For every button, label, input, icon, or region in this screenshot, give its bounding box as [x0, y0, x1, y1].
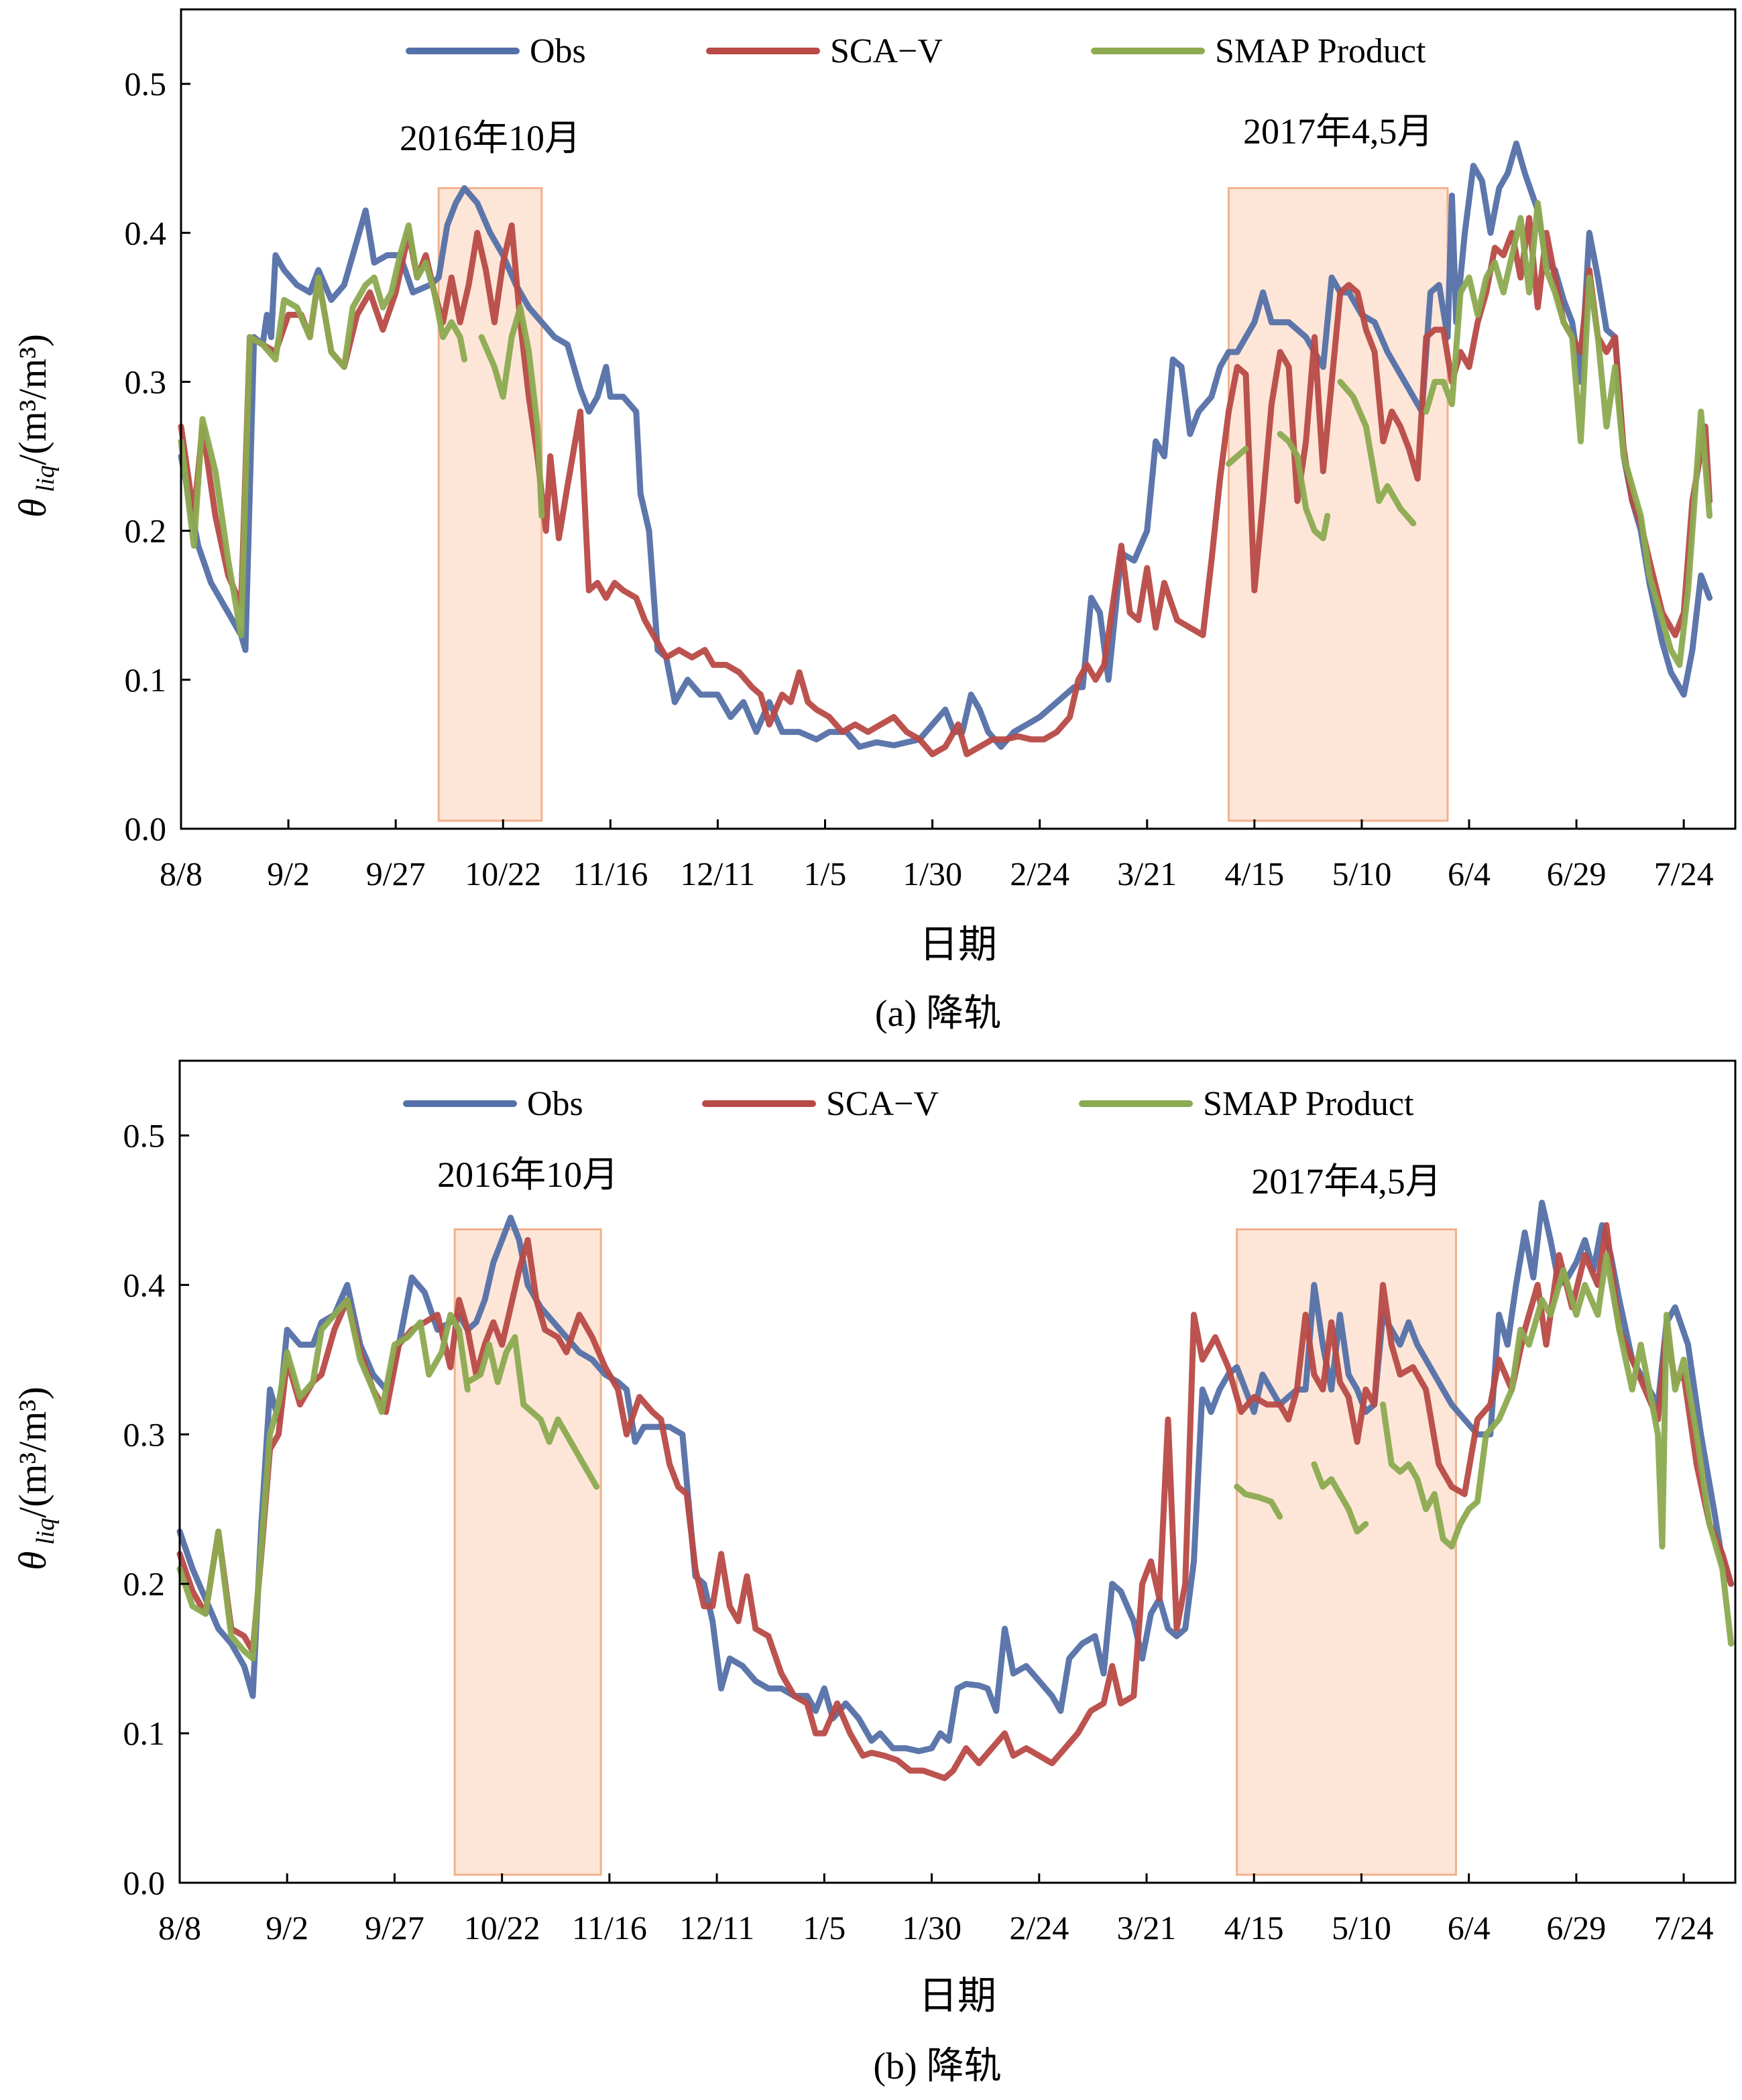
annotation-label: 2016年10月 — [400, 118, 581, 158]
series-line-smap — [478, 304, 545, 519]
annotation-label: 2016年10月 — [437, 1155, 618, 1195]
y-tick-label: 0.0 — [125, 810, 167, 848]
panel-caption: (a) 降轨 — [875, 993, 1001, 1035]
x-tick-label: 9/27 — [365, 1909, 424, 1946]
x-tick-label: 2/24 — [1010, 855, 1069, 892]
x-tick-label: 10/22 — [464, 1909, 540, 1946]
y-tick-label: 0.1 — [123, 1714, 166, 1752]
series-line-smap — [1423, 200, 1713, 668]
x-tick-label: 3/21 — [1117, 1909, 1177, 1946]
y-axis-title-symbol: θ — [11, 1552, 54, 1571]
y-tick-label: 0.4 — [125, 214, 167, 251]
x-tick-label: 7/24 — [1654, 855, 1714, 892]
series-line-smap — [464, 1334, 600, 1490]
x-tick-label: 9/27 — [366, 855, 426, 892]
panel-b: 2016年10月 2017年4,5月 0.0 0.1 0.2 0.3 0.4 0.5 8/8 9/… — [11, 1059, 1737, 2087]
x-tick-label: 6/4 — [1448, 855, 1491, 892]
series-line-smap — [1311, 1461, 1369, 1535]
y-tick-label: 0.5 — [125, 65, 167, 103]
x-tick-label: 6/29 — [1547, 855, 1607, 892]
y-axis-title-unit: /(m³/m³) — [11, 334, 54, 465]
x-tick-label: 12/11 — [679, 1909, 754, 1946]
y-tick-label: 0.3 — [123, 1415, 166, 1453]
x-tick-label: 3/21 — [1117, 855, 1177, 892]
series-line-sca — [176, 1222, 1735, 1782]
annotation-label: 2017年4,5月 — [1251, 1161, 1442, 1202]
plot-frame — [180, 8, 1737, 830]
y-axis-title-subscript: liq — [32, 465, 60, 499]
x-tick-label: 10/22 — [465, 855, 541, 892]
x-tick-label: 1/5 — [803, 1909, 846, 1946]
x-tick-label: 4/15 — [1224, 1909, 1284, 1946]
series-line-smap — [1380, 1252, 1735, 1647]
series-line-smap — [1225, 445, 1249, 467]
y-axis-title-subscript: liq — [32, 1518, 60, 1552]
series-line-obs — [176, 1200, 1735, 1755]
series-line-smap — [1337, 379, 1417, 526]
x-tick-label: 4/15 — [1224, 855, 1284, 892]
y-axis-title-unit: /(m³/m³) — [11, 1387, 54, 1518]
x-tick-label: 1/30 — [902, 1909, 962, 1946]
y-tick-label: 0.5 — [123, 1116, 166, 1154]
x-tick-label: 2/24 — [1009, 1909, 1069, 1946]
y-axis-title-symbol: θ — [11, 499, 54, 518]
series-line-smap — [176, 1297, 471, 1662]
highlight-region — [1236, 1228, 1457, 1876]
panel-a: 2016年10月 2017年4,5月 0.0 0.1 0.2 0.3 0.4 0.5 8/8 9/… — [11, 8, 1737, 1035]
x-tick-label: 6/4 — [1448, 1909, 1491, 1946]
legend-label-obs: Obs — [527, 1085, 583, 1123]
y-tick-label: 0.3 — [125, 363, 167, 400]
x-tick-label: 5/10 — [1332, 1909, 1391, 1946]
x-tick-label: 1/30 — [903, 855, 962, 892]
highlight-region — [453, 1228, 602, 1876]
series-line-smap — [1277, 430, 1331, 542]
y-tick-label: 0.1 — [125, 661, 167, 699]
y-tick-label: 0.2 — [123, 1565, 166, 1602]
x-axis-title: 日期 — [919, 923, 997, 966]
x-tick-label: 7/24 — [1654, 1909, 1714, 1946]
x-tick-label: 9/2 — [267, 855, 310, 892]
legend-label-smap: SMAP Product — [1203, 1085, 1414, 1123]
x-tick-label: 11/16 — [572, 1909, 647, 1946]
y-axis-title: θ liq/(m³/m³) — [11, 1387, 60, 1570]
series-line-smap — [1234, 1483, 1283, 1520]
annotation-label: 2017年4,5月 — [1243, 111, 1434, 152]
x-tick-label: 11/16 — [573, 855, 648, 892]
legend-label-sca: SCA−V — [830, 32, 943, 70]
x-tick-label: 1/5 — [804, 855, 847, 892]
y-tick-label: 0.0 — [123, 1864, 166, 1902]
x-tick-label: 5/10 — [1332, 855, 1391, 892]
x-axis-title: 日期 — [919, 1974, 996, 2018]
x-tick-label: 6/29 — [1546, 1909, 1606, 1946]
x-tick-label: 9/2 — [266, 1909, 308, 1946]
plot-frame — [178, 1059, 1737, 1884]
legend-label-obs: Obs — [530, 32, 586, 70]
legend-label-sca: SCA−V — [826, 1085, 939, 1123]
series-line-smap — [178, 222, 468, 638]
y-axis-title: θ liq/(m³/m³) — [11, 334, 60, 518]
x-tick-label: 8/8 — [160, 855, 202, 892]
panel-caption: (b) 降轨 — [873, 2046, 1001, 2087]
y-tick-label: 0.4 — [123, 1266, 166, 1303]
x-tick-label: 8/8 — [158, 1909, 201, 1946]
y-tick-label: 0.2 — [125, 512, 167, 550]
x-tick-label: 12/11 — [680, 855, 755, 892]
legend-label-smap: SMAP Product — [1215, 32, 1426, 70]
